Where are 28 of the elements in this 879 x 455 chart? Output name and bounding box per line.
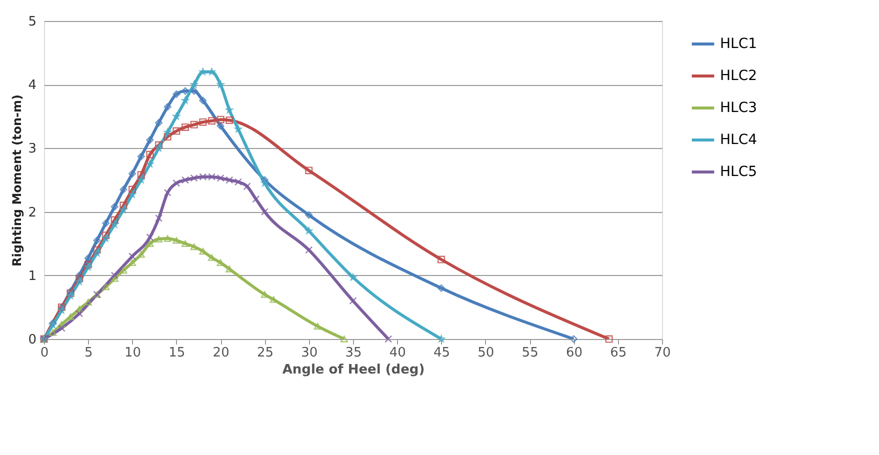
- x-tick-label: 20: [212, 346, 230, 360]
- x-tick-label: 65: [610, 346, 627, 360]
- x-tick-label: 55: [522, 346, 538, 360]
- y-tick-label: 5: [28, 14, 36, 30]
- x-tick-label: 60: [566, 346, 582, 360]
- legend-label: HLC3: [720, 100, 758, 116]
- legend-label: HLC5: [720, 164, 758, 180]
- x-tick-label: 35: [345, 346, 362, 360]
- x-tick-label: 5: [84, 346, 93, 360]
- y-tick-label: 4: [28, 78, 36, 94]
- y-tick-label: 1: [28, 268, 36, 284]
- x-tick-label: 70: [654, 346, 671, 360]
- x-tick-label: 15: [168, 346, 186, 360]
- x-tick-label: 45: [434, 346, 450, 360]
- x-tick-label: 40: [389, 346, 406, 360]
- y-tick-label: 0: [28, 332, 36, 348]
- x-tick-label: 50: [478, 346, 494, 360]
- legend-label: HLC1: [720, 36, 758, 52]
- y-axis-title: Righting Moment (ton-m): [10, 94, 24, 266]
- x-tick-label: 0: [40, 346, 49, 360]
- y-tick-label: 3: [28, 142, 36, 157]
- legend-label: HLC4: [720, 132, 758, 148]
- y-tick-label: 2: [28, 205, 36, 220]
- x-tick-label: 10: [124, 346, 142, 360]
- x-tick-label: 30: [301, 346, 318, 360]
- x-axis-title: Angle of Heel (deg): [282, 362, 425, 378]
- x-tick-label: 25: [256, 346, 274, 360]
- legend-label: HLC2: [720, 68, 758, 84]
